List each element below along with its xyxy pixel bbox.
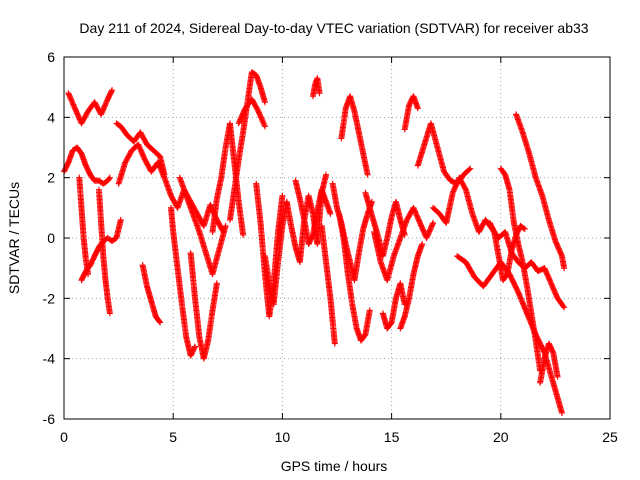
x-tick-label: 15 bbox=[384, 429, 400, 445]
data-point bbox=[364, 171, 371, 178]
data-point bbox=[222, 222, 229, 229]
data-series-t10 bbox=[187, 250, 220, 362]
data-series-t21 bbox=[336, 210, 373, 344]
x-axis-label: GPS time / hours bbox=[281, 458, 388, 474]
x-tick-label: 25 bbox=[602, 429, 618, 445]
data-series-t14 bbox=[235, 96, 268, 130]
data-point bbox=[419, 241, 426, 248]
data-point bbox=[156, 318, 163, 325]
data-point bbox=[327, 210, 334, 217]
data-series-t12 bbox=[209, 120, 247, 238]
data-point bbox=[106, 310, 113, 317]
y-axis-label: SDTVAR / TECUs bbox=[6, 182, 22, 294]
x-tick-label: 0 bbox=[60, 429, 68, 445]
data-series-t15 bbox=[253, 180, 286, 320]
data-series-t18 bbox=[309, 75, 323, 100]
data-point bbox=[157, 319, 164, 326]
data-point bbox=[331, 340, 338, 347]
data-series-t34 bbox=[513, 111, 568, 272]
x-tick-label: 10 bbox=[275, 429, 291, 445]
axis-ticks: 0 5 10 15 20 25 -6 -4 -2 0 2 4 6 bbox=[43, 49, 618, 445]
y-tick-label: 2 bbox=[47, 170, 55, 186]
data-series-t17 bbox=[292, 177, 334, 248]
data-series-t27 bbox=[401, 93, 421, 133]
data-point bbox=[430, 219, 437, 226]
data-point bbox=[192, 343, 199, 350]
data-point bbox=[520, 225, 527, 232]
data-series-t5 bbox=[95, 186, 113, 317]
data-series-t3 bbox=[76, 174, 92, 278]
chart-title: Day 211 of 2024, Sidereal Day-to-day VTE… bbox=[79, 20, 588, 36]
data-series-t31 bbox=[486, 219, 528, 284]
data-series-t29 bbox=[430, 174, 568, 311]
data-point bbox=[561, 265, 568, 272]
data-series-t33 bbox=[537, 340, 561, 386]
data-series-t26 bbox=[397, 241, 426, 332]
data-series-t19 bbox=[318, 222, 338, 347]
y-tick-label: 6 bbox=[47, 49, 55, 65]
y-tick-label: -6 bbox=[43, 411, 56, 427]
data-point bbox=[106, 175, 113, 182]
data-series-t8 bbox=[139, 262, 164, 326]
data-point bbox=[261, 99, 268, 106]
data-series-t22 bbox=[338, 93, 371, 178]
y-tick-label: 4 bbox=[47, 109, 55, 125]
data-point bbox=[558, 409, 565, 416]
y-tick-label: -2 bbox=[43, 290, 56, 306]
data-point bbox=[106, 174, 113, 181]
data-point bbox=[323, 171, 330, 178]
data-series-t25 bbox=[379, 280, 408, 332]
data-point bbox=[366, 307, 373, 314]
data-point bbox=[560, 303, 567, 310]
data-series-t24 bbox=[371, 204, 437, 284]
data-point bbox=[466, 166, 473, 173]
data-point bbox=[240, 231, 247, 238]
x-tick-label: 5 bbox=[169, 429, 177, 445]
data-point bbox=[316, 90, 323, 97]
data-point bbox=[261, 123, 268, 130]
data-series-t9 bbox=[168, 204, 199, 359]
data-point bbox=[467, 165, 474, 172]
data-point bbox=[279, 192, 286, 199]
data-point bbox=[554, 373, 561, 380]
data-series-t11 bbox=[176, 174, 229, 278]
data-point bbox=[561, 304, 568, 311]
data-point bbox=[109, 87, 116, 94]
data-point bbox=[117, 216, 124, 223]
y-tick-label: 0 bbox=[47, 230, 55, 246]
x-tick-label: 20 bbox=[493, 429, 509, 445]
data-points bbox=[61, 69, 568, 416]
data-point bbox=[414, 105, 421, 112]
data-point bbox=[213, 280, 220, 287]
y-tick-label: -4 bbox=[43, 351, 56, 367]
data-series-t1 bbox=[61, 144, 113, 187]
data-point bbox=[521, 225, 528, 232]
data-series-t2 bbox=[65, 87, 116, 127]
